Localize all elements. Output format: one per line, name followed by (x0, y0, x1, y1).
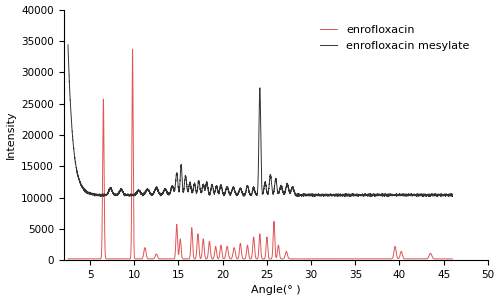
enrofloxacin (84, 257, 90, 261)
enrofloxacin (350, 257, 356, 261)
enrofloxacin mesylate (450, 193, 456, 197)
enrofloxacin mesylate (204, 182, 210, 186)
Line: enrofloxacin mesylate: enrofloxacin mesylate (68, 45, 452, 197)
enrofloxacin (370, 257, 376, 261)
enrofloxacin mesylate (350, 193, 356, 197)
enrofloxacin mesylate (424, 195, 430, 198)
enrofloxacin (130, 47, 136, 51)
Legend: enrofloxacin, enrofloxacin mesylate: enrofloxacin, enrofloxacin mesylate (316, 20, 474, 56)
enrofloxacin mesylate (310, 192, 316, 196)
Y-axis label: Intensity: Intensity (6, 110, 16, 159)
X-axis label: Angle(° ): Angle(° ) (251, 285, 300, 296)
enrofloxacin mesylate (84, 191, 90, 195)
enrofloxacin (310, 257, 316, 261)
enrofloxacin mesylate (370, 192, 376, 196)
enrofloxacin (65, 257, 71, 261)
enrofloxacin (204, 256, 210, 260)
enrofloxacin (292, 257, 298, 261)
enrofloxacin mesylate (65, 43, 71, 47)
enrofloxacin mesylate (292, 193, 298, 196)
enrofloxacin (450, 257, 456, 261)
Line: enrofloxacin: enrofloxacin (68, 49, 452, 259)
